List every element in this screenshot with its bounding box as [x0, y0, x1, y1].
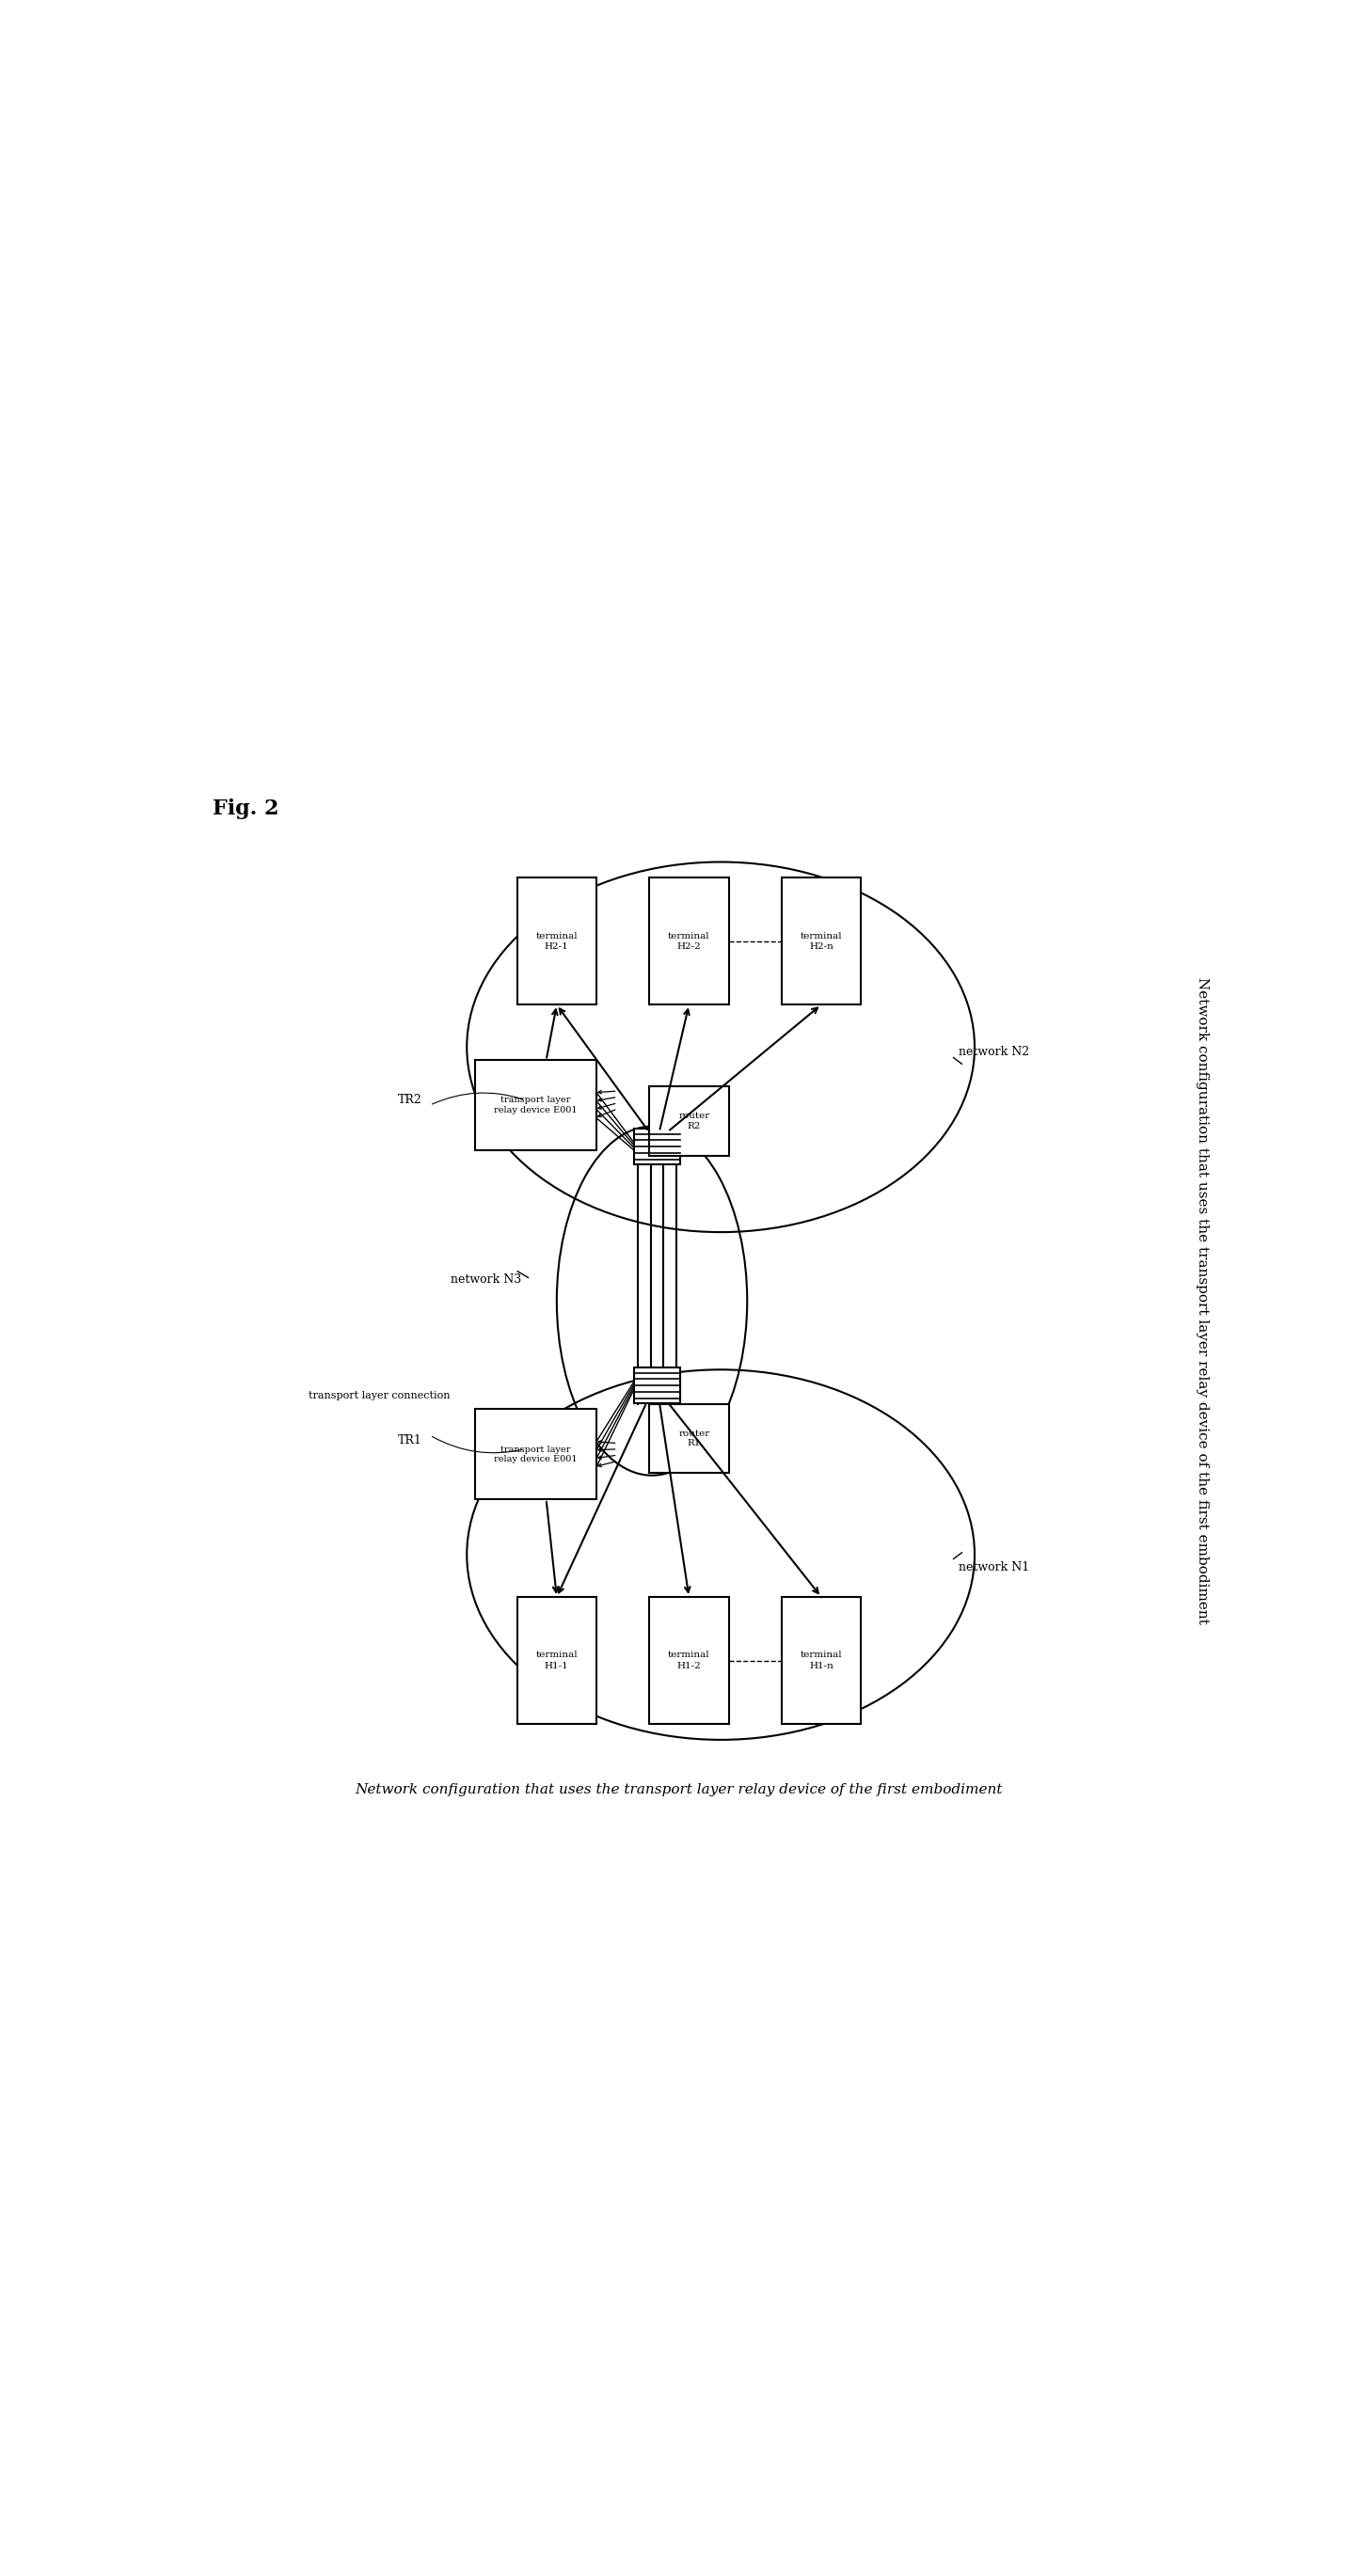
Text: transport layer
relay device E001: transport layer relay device E001	[494, 1097, 577, 1115]
Text: Network configuration that uses the transport layer relay device of the first em: Network configuration that uses the tran…	[1196, 976, 1208, 1625]
Bar	[782, 1597, 861, 1723]
Text: terminal
H2-2: terminal H2-2	[667, 933, 710, 951]
Bar	[650, 1404, 729, 1473]
Bar	[517, 878, 597, 1005]
Text: terminal
H1-n: terminal H1-n	[800, 1651, 842, 1669]
Text: Fig. 2: Fig. 2	[213, 799, 280, 819]
Bar	[633, 1368, 681, 1404]
Text: router
R1: router R1	[678, 1430, 710, 1448]
Bar	[650, 1087, 729, 1157]
Text: router
R2: router R2	[678, 1113, 710, 1131]
Text: terminal
H1-2: terminal H1-2	[667, 1651, 710, 1669]
Text: terminal
H2-n: terminal H2-n	[800, 933, 842, 951]
Bar	[633, 1128, 681, 1164]
Text: network N2: network N2	[958, 1046, 1029, 1059]
Text: transport layer connection: transport layer connection	[308, 1391, 449, 1401]
Text: TR1: TR1	[399, 1435, 422, 1448]
Text: terminal
H1-1: terminal H1-1	[535, 1651, 577, 1669]
Text: transport layer
relay device E001: transport layer relay device E001	[494, 1445, 577, 1463]
Bar	[517, 1597, 597, 1723]
Bar	[782, 878, 861, 1005]
Bar	[650, 1597, 729, 1723]
Text: network N1: network N1	[958, 1561, 1029, 1574]
Bar	[475, 1061, 597, 1149]
Bar	[650, 878, 729, 1005]
Text: Network configuration that uses the transport layer relay device of the first em: Network configuration that uses the tran…	[355, 1783, 1002, 1795]
Text: terminal
H2-1: terminal H2-1	[535, 933, 577, 951]
Bar	[475, 1409, 597, 1499]
Text: TR2: TR2	[399, 1095, 422, 1105]
Text: network N3: network N3	[450, 1273, 521, 1285]
